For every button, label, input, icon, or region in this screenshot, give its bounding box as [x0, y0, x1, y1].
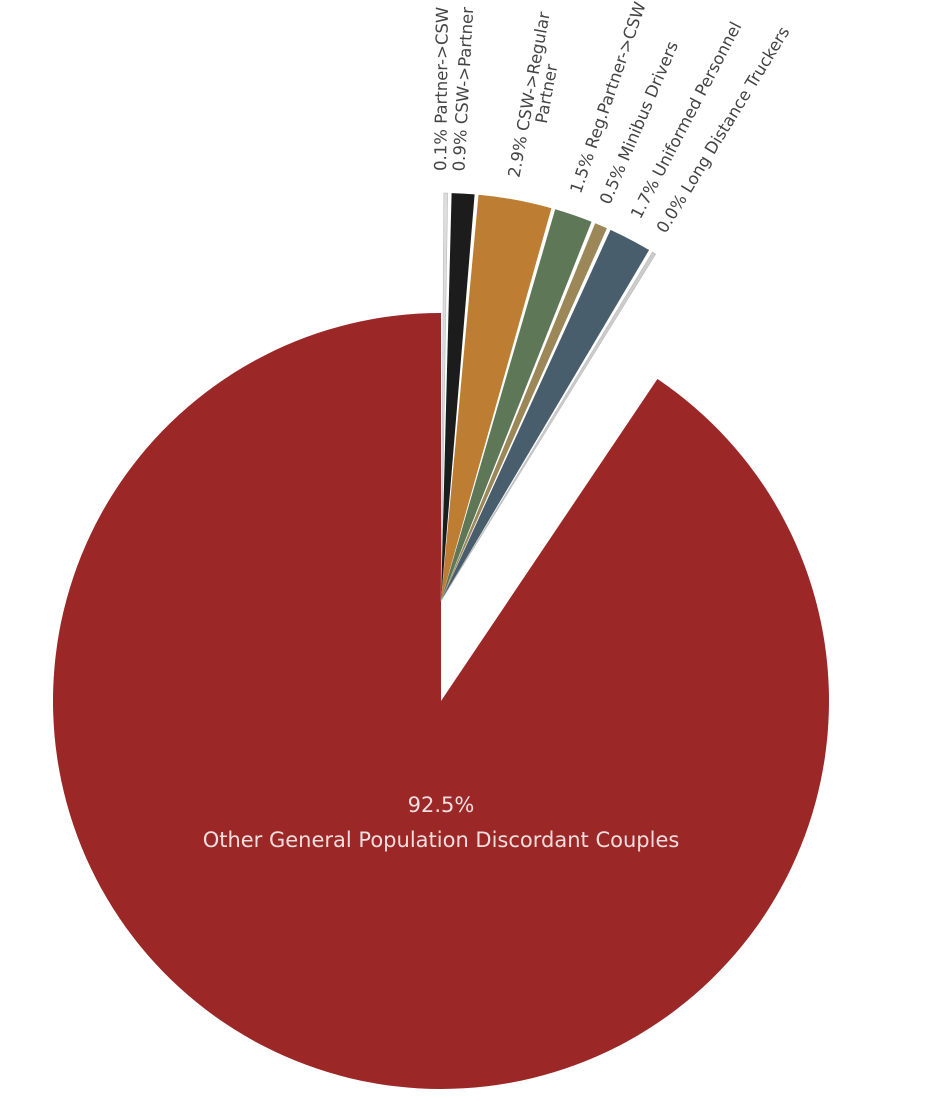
slice-label-csw-partner: 0.9% CSW->Partner — [449, 6, 477, 172]
slice-partner-csw — [440, 192, 448, 602]
slice-minibus-drivers — [441, 223, 607, 601]
slice-long-distance-truckers — [440, 251, 657, 602]
slice-csw-partner — [441, 193, 475, 601]
slice-label-csw-regular-partner: 2.9% CSW->RegularPartner — [505, 10, 571, 182]
pie-slices — [53, 192, 830, 1090]
slice-csw-regular-partner — [441, 194, 552, 602]
main-slice-percent-label: 92.5% — [408, 793, 475, 817]
slice-label-reg-partner-csw: 1.5% Reg.Partner->CSW — [566, 0, 649, 196]
slice-other-general-population-discordant-couples — [53, 312, 830, 1090]
slice-label-partner-csw: 0.1% Partner->CSW — [431, 7, 452, 171]
slice-reg-partner-csw — [441, 209, 592, 601]
slice-uniformed-personnel — [441, 229, 650, 601]
main-slice-name-label: Other General Population Discordant Coup… — [203, 828, 680, 852]
